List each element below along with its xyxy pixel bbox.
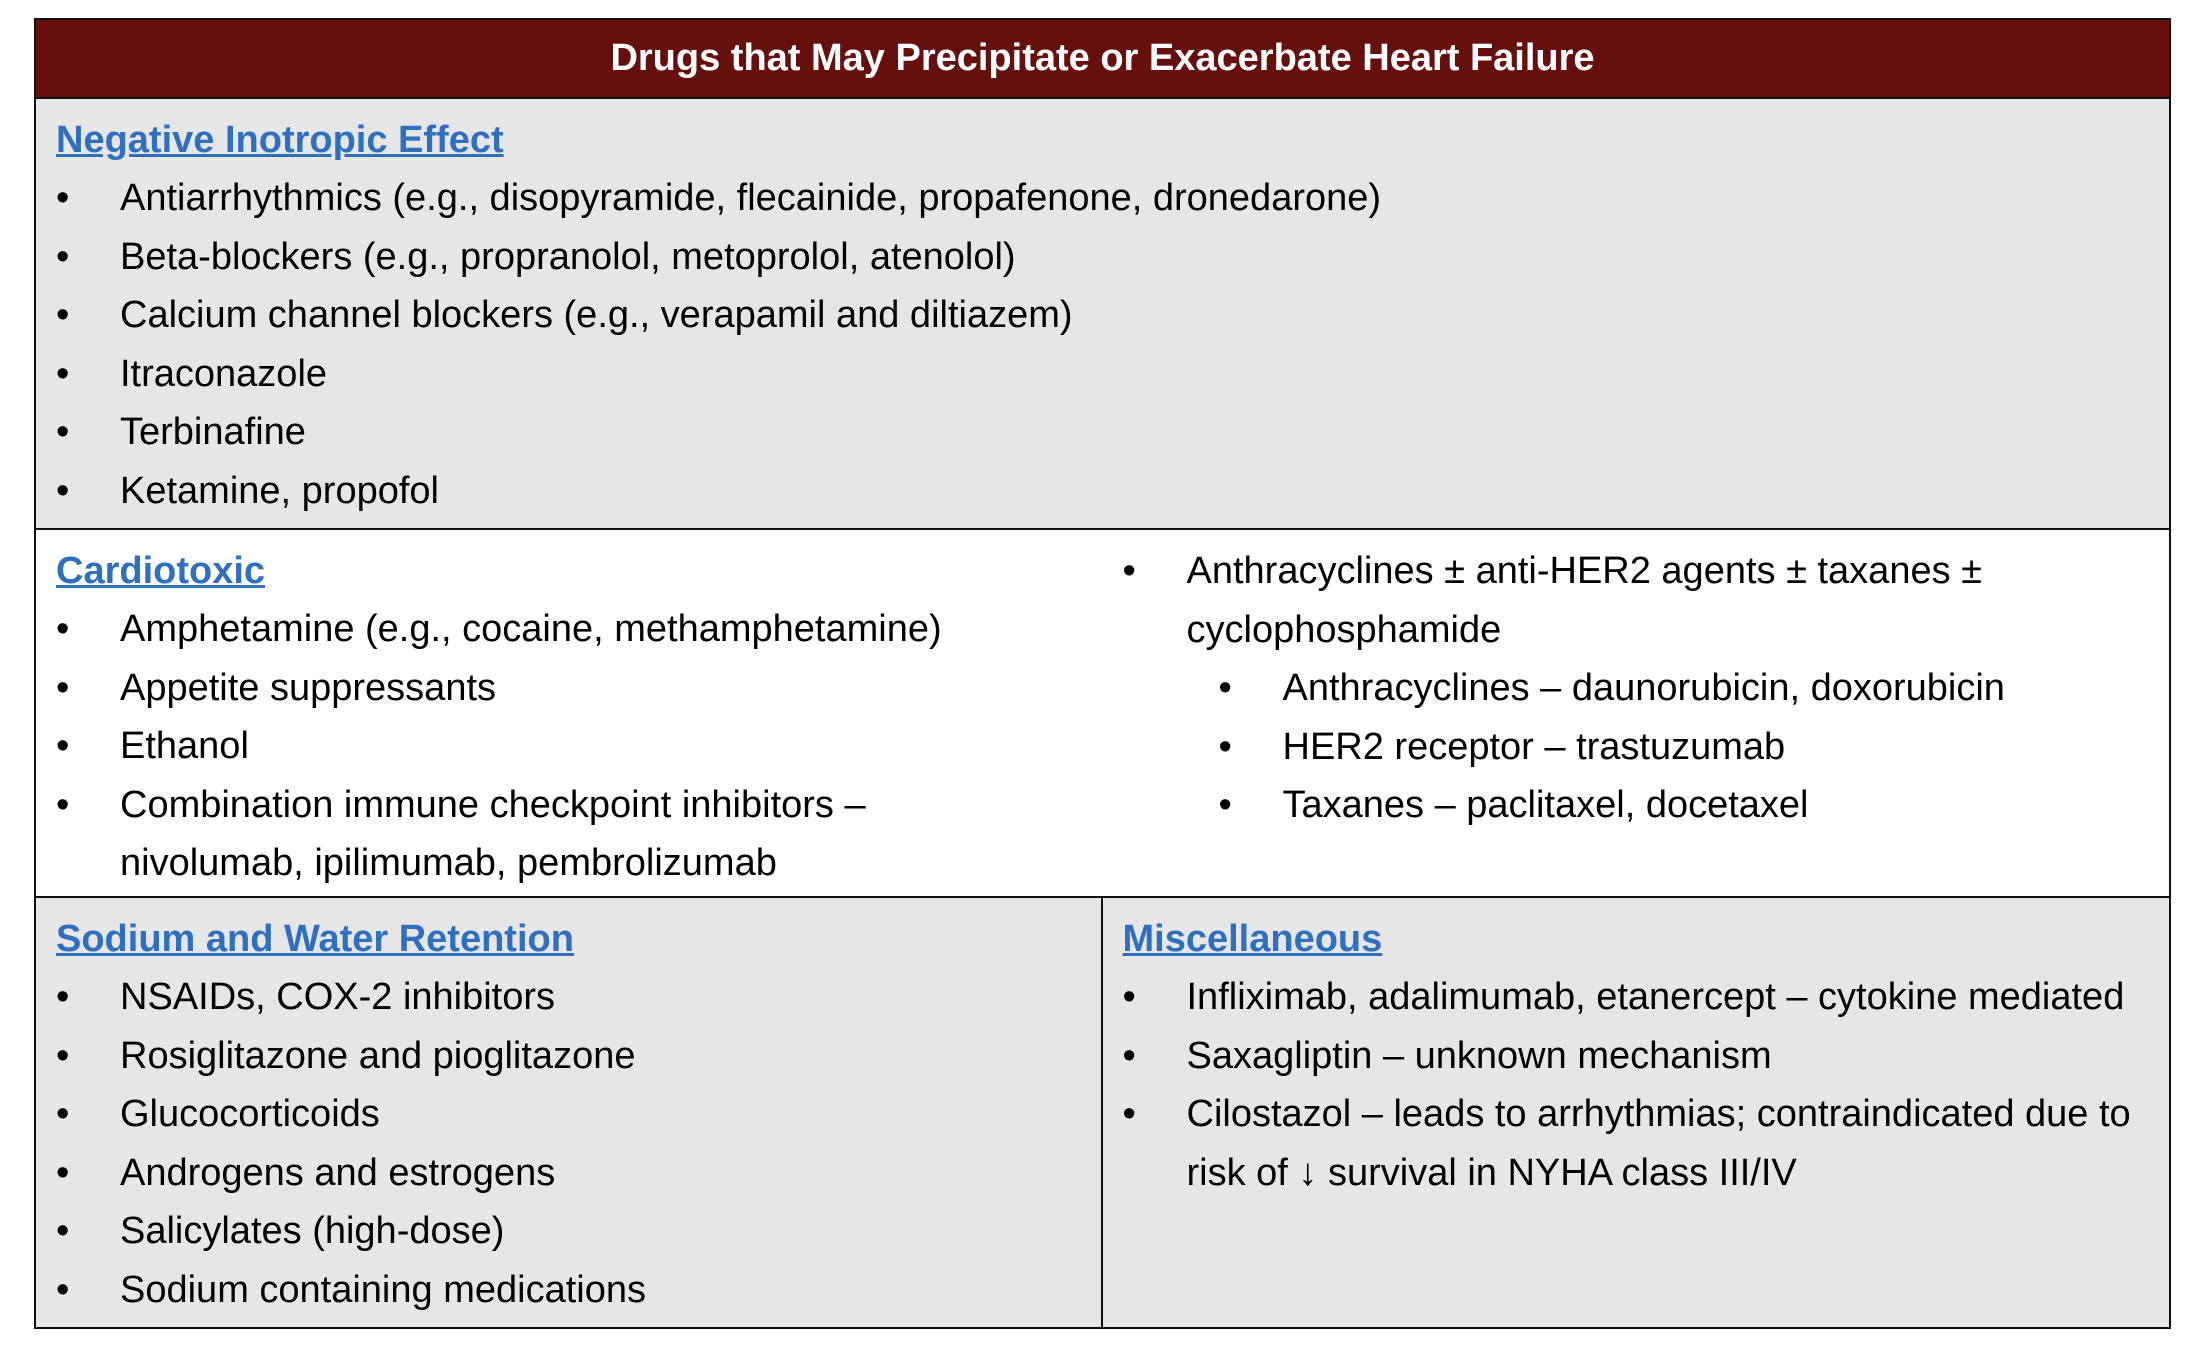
section-heading: Miscellaneous — [1122, 918, 1383, 960]
list-item: Sodium containing medications — [56, 1261, 1081, 1320]
section-heading: Negative Inotropic Effect — [56, 119, 504, 161]
list-item: Appetite suppressants — [56, 659, 1083, 718]
table-title: Drugs that May Precipitate or Exacerbate… — [36, 20, 2169, 99]
list-item: Ketamine, propofol — [56, 462, 2149, 521]
drug-table: Drugs that May Precipitate or Exacerbate… — [34, 18, 2171, 1329]
list-item: Combination immune checkpoint inhibitors… — [56, 776, 1083, 893]
list-item: Salicylates (high-dose) — [56, 1202, 1081, 1261]
list-item: NSAIDs, COX-2 inhibitors — [56, 968, 1081, 1027]
list-item: Ethanol — [56, 717, 1083, 776]
section-miscellaneous: Miscellaneous Infliximab, adalimumab, et… — [1103, 898, 2170, 1327]
sub-list-item: Taxanes – paclitaxel, docetaxel — [1123, 776, 2150, 835]
section-negative-inotropic: Negative Inotropic Effect Antiarrhythmic… — [36, 99, 2169, 530]
list-item: Terbinafine — [56, 403, 2149, 462]
list-item: Anthracyclines ± anti-HER2 agents ± taxa… — [1123, 542, 2150, 659]
list-item: Androgens and estrogens — [56, 1144, 1081, 1203]
list-item: Amphetamine (e.g., cocaine, methamphetam… — [56, 600, 1083, 659]
section-sodium-water: Sodium and Water Retention NSAIDs, COX-2… — [36, 898, 1103, 1327]
list-item: Saxagliptin – unknown mechanism — [1123, 1027, 2150, 1086]
list-item: Antiarrhythmics (e.g., disopyramide, fle… — [56, 169, 2149, 228]
section-bottom: Sodium and Water Retention NSAIDs, COX-2… — [36, 898, 2169, 1327]
list-item: Glucocorticoids — [56, 1085, 1081, 1144]
list-item: Cilostazol – leads to arrhythmias; contr… — [1123, 1085, 2150, 1202]
list-item: Infliximab, adalimumab, etanercept – cyt… — [1123, 968, 2150, 1027]
sub-list-item: HER2 receptor – trastuzumab — [1123, 718, 2150, 777]
section-heading: Sodium and Water Retention — [56, 918, 574, 960]
list-item: Rosiglitazone and pioglitazone — [56, 1027, 1081, 1086]
list-item: Calcium channel blockers (e.g., verapami… — [56, 286, 2149, 345]
section-heading: Cardiotoxic — [56, 550, 266, 592]
list-item: Itraconazole — [56, 345, 2149, 404]
section-cardiotoxic: Cardiotoxic Amphetamine (e.g., cocaine, … — [36, 530, 2169, 898]
list-item: Beta-blockers (e.g., propranolol, metopr… — [56, 228, 2149, 287]
sub-list-item: Anthracyclines – daunorubicin, doxorubic… — [1123, 659, 2150, 718]
